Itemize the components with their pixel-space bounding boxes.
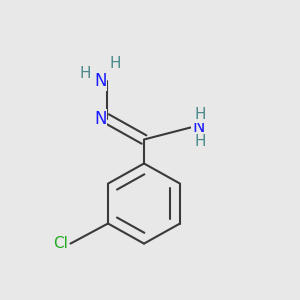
Text: H: H xyxy=(195,107,206,122)
Text: H: H xyxy=(110,56,121,70)
Text: N: N xyxy=(94,110,106,128)
Text: Cl: Cl xyxy=(52,236,68,251)
Text: N: N xyxy=(94,72,106,90)
Text: H: H xyxy=(195,134,206,148)
Text: N: N xyxy=(192,118,205,136)
Text: H: H xyxy=(80,66,91,81)
